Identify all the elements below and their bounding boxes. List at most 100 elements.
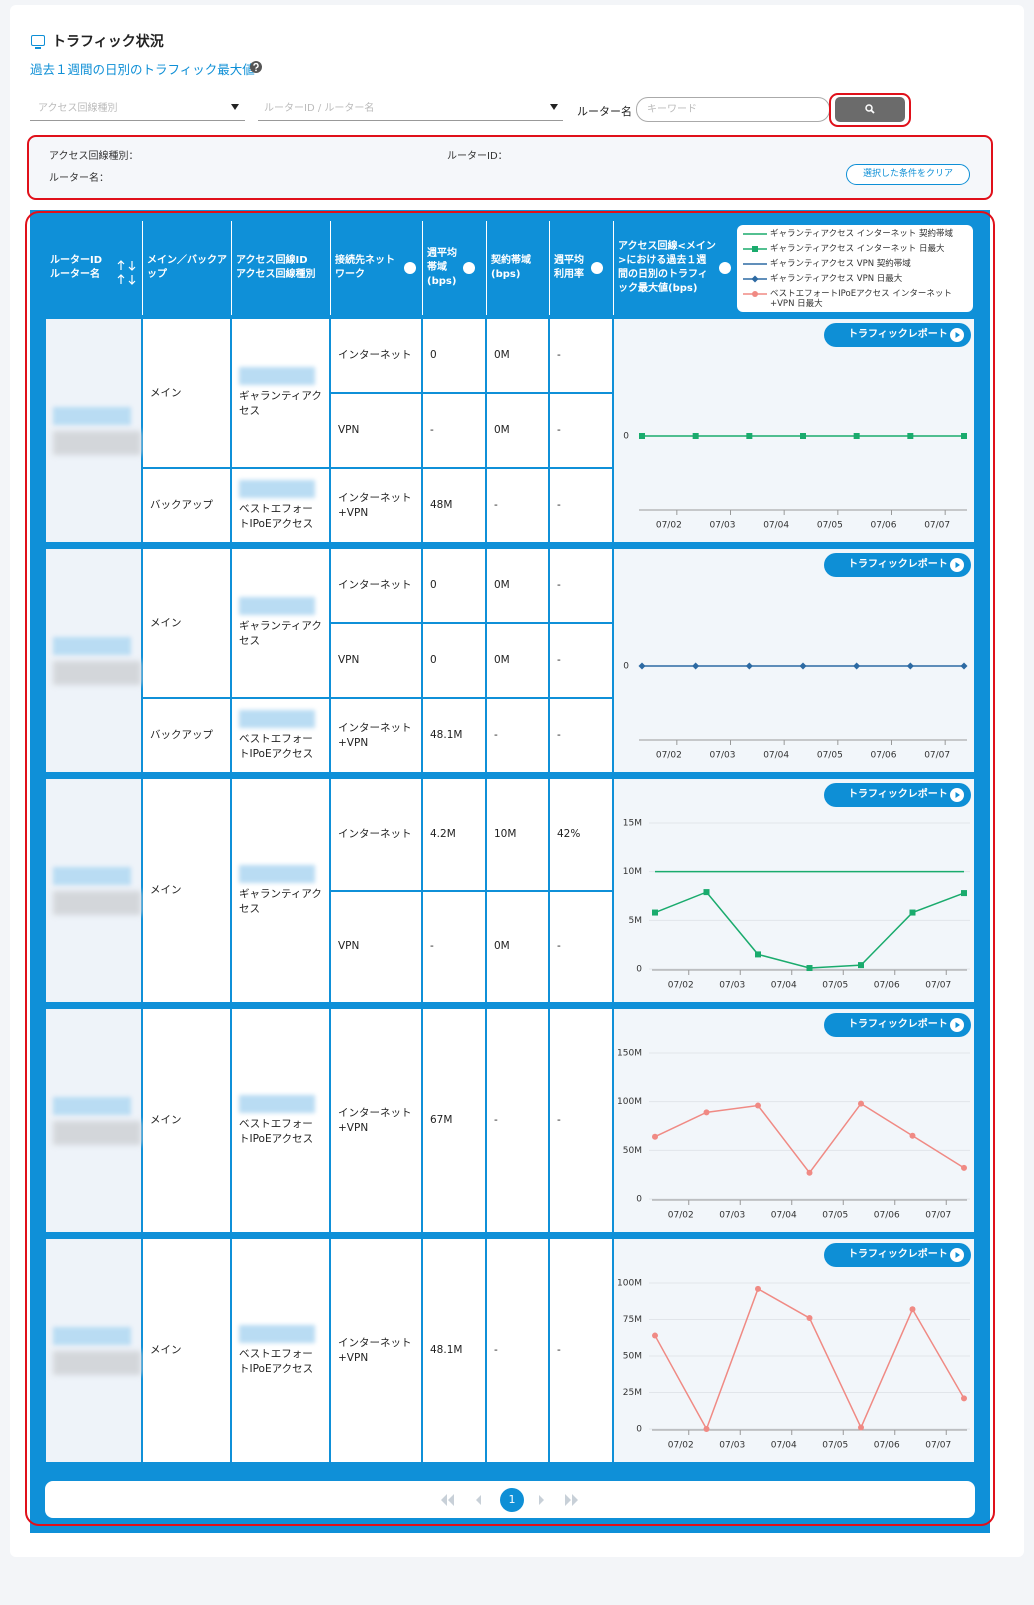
help-dot <box>468 270 470 273</box>
series-line <box>654 891 965 969</box>
keyword-input[interactable]: キーワード <box>636 97 830 122</box>
x-tick-label: 07/05 <box>822 981 848 991</box>
x-tick-label: 07/04 <box>771 1211 797 1221</box>
play-icon <box>950 328 964 342</box>
help-circle <box>463 262 475 274</box>
blurred-router-id <box>53 636 131 655</box>
blurred-line-id <box>239 597 315 615</box>
contract: 0M <box>494 349 510 361</box>
header-cell: 週平均利用率 <box>554 221 588 315</box>
usage: - <box>557 654 561 666</box>
table-cell: - <box>487 699 548 772</box>
marker <box>692 662 700 670</box>
role: バックアップ <box>150 499 213 511</box>
play-triangle <box>955 1022 960 1028</box>
search-icon <box>865 104 875 114</box>
header-cell: メイン／バックアップ <box>147 221 231 315</box>
clear-button[interactable]: 選択した条件をクリア <box>846 164 970 185</box>
marker <box>755 1102 761 1109</box>
prev-page <box>476 1495 481 1505</box>
traffic-report-button[interactable]: トラフィックレポート <box>824 553 971 577</box>
header-cell: 契約帯域(bps) <box>491 221 541 315</box>
play-icon <box>950 1018 964 1032</box>
lens <box>865 104 873 112</box>
blurred-router-id <box>53 1096 131 1115</box>
traffic-report-button[interactable]: トラフィックレポート <box>824 1013 971 1037</box>
help-circle <box>591 262 603 274</box>
table-cell: ギャランティアクセス <box>232 319 329 467</box>
router-select[interactable]: ルーターID / ルーター名 <box>258 100 563 121</box>
contract: 0M <box>494 424 510 436</box>
chart: 0 50M 100M 150M 07/02 07/03 07/04 07/05 07/06 07/… <box>617 1049 970 1221</box>
contract: - <box>494 1114 498 1126</box>
legend-label: ギャランティアクセス インターネット 契約帯域 <box>770 229 953 239</box>
blurred-line-id <box>239 709 315 728</box>
sort-icon <box>117 274 136 285</box>
play-triangle <box>955 562 960 568</box>
legend-swatch <box>743 263 767 265</box>
weekly_avg: 48M <box>430 499 453 511</box>
table-cell: - <box>487 1239 548 1462</box>
line-type: ギャランティアクセス <box>239 620 322 647</box>
x-tick-label: 07/03 <box>719 1441 745 1451</box>
header-text: 契約帯域(bps) <box>491 255 531 280</box>
header-separator <box>330 221 331 315</box>
usage: - <box>557 579 561 591</box>
x-tick-label: 07/06 <box>874 981 900 991</box>
line-type-select[interactable]: アクセス回線種別 <box>30 100 245 121</box>
role: メイン <box>150 1114 182 1126</box>
table-cell: 0M <box>487 549 548 622</box>
marker <box>806 1169 813 1176</box>
header-text: アクセス回線種別 <box>236 269 316 280</box>
usage: - <box>557 729 561 741</box>
header-cell: 週平均帯域(bps) <box>427 221 460 315</box>
play-triangle <box>955 1252 960 1258</box>
y-tick-label: 50M <box>623 1146 642 1156</box>
traffic-report-button[interactable]: トラフィックレポート <box>824 323 971 347</box>
table-cell: 67M <box>423 1009 485 1232</box>
x-tick-label: 07/06 <box>874 1211 900 1221</box>
header-separator <box>142 221 143 315</box>
table-cell: VPN <box>331 891 421 1002</box>
table-cell: バックアップ <box>143 699 230 772</box>
table-cell <box>46 1239 141 1462</box>
marker <box>746 433 753 439</box>
table-cell: メイン <box>143 779 230 1002</box>
legend-swatch <box>743 291 767 297</box>
x-tick-label: 07/05 <box>822 1211 848 1221</box>
header-text: ルーター名 <box>50 269 100 280</box>
table-cell: 42% <box>550 779 612 890</box>
current-page[interactable]: 1 <box>500 1488 524 1512</box>
marker <box>961 1395 967 1402</box>
marker <box>960 662 968 670</box>
help-icon <box>250 61 262 73</box>
play-triangle <box>955 332 960 338</box>
traffic-report-button[interactable]: トラフィックレポート <box>824 1243 971 1267</box>
blurred-line-id <box>239 367 315 385</box>
traffic-report-button[interactable]: トラフィックレポート <box>824 783 971 807</box>
network: VPN <box>338 654 360 666</box>
blurred-line-id <box>239 1324 315 1343</box>
y-tick-label: 25M <box>623 1388 642 1398</box>
marker <box>692 433 699 439</box>
legend-swatch <box>743 275 767 283</box>
search-button[interactable] <box>835 97 905 122</box>
table-cell: - <box>550 319 612 392</box>
header-separator <box>422 221 423 315</box>
contract: - <box>494 499 498 511</box>
usage: - <box>557 940 561 953</box>
table-cell: インターネット+VPN <box>331 1009 421 1232</box>
header-text: メイン／バックアップ <box>147 255 227 280</box>
help-dot <box>255 69 257 72</box>
table-cell <box>614 549 974 772</box>
help-circle <box>719 262 731 274</box>
y-tick-label: 150M <box>617 1049 642 1059</box>
header-separator <box>231 221 232 315</box>
header-cell: ルーターID ルーター名 <box>50 221 110 315</box>
weekly_avg: 0 <box>430 579 437 591</box>
table-cell: メイン <box>143 549 230 697</box>
marker <box>909 1306 916 1313</box>
condition-router-name: ルーター名： <box>49 173 109 184</box>
x-tick-label: 07/04 <box>763 751 789 761</box>
